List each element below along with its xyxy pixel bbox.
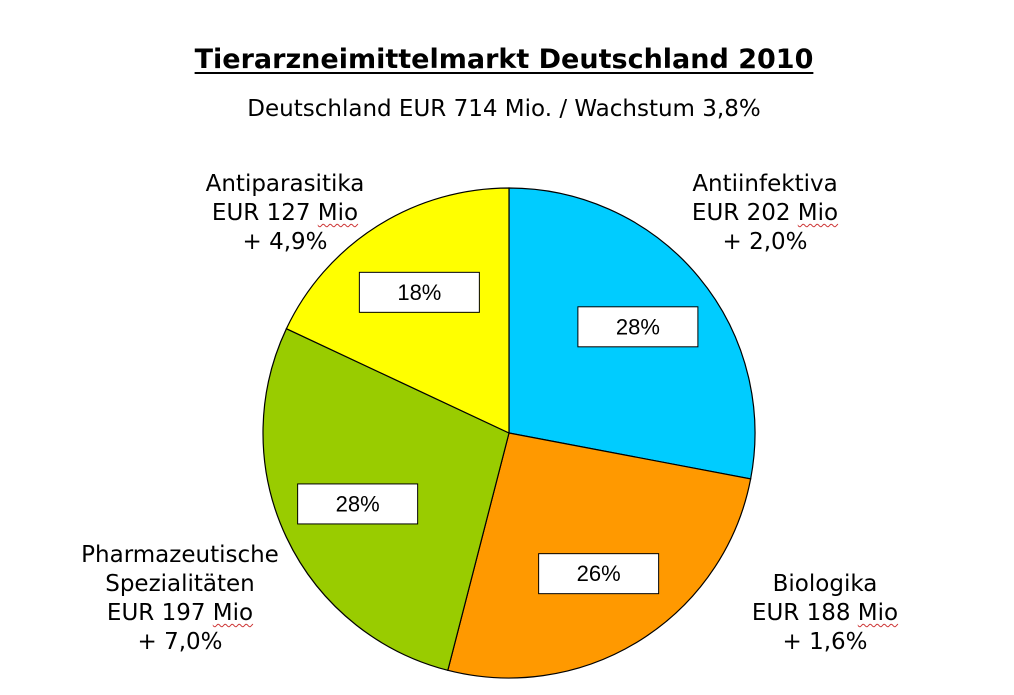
label-antiinfektiva-unit: Mio [797, 200, 839, 226]
label-antiinfektiva-growth: + 2,0% [722, 229, 808, 255]
label-biologika-unit: Mio [857, 600, 899, 626]
percent-box-antiparasitika [358, 271, 480, 313]
percent-box-biologika [538, 553, 660, 595]
label-antiparasitika-value: EUR 127 [211, 200, 311, 226]
label-antiparasitika-name: Antiparasitika [205, 171, 365, 197]
label-pharma-name-line2: Spezialitäten [105, 571, 255, 597]
label-biologika-name: Biologika [772, 571, 878, 597]
label-antiinfektiva-value: EUR 202 [691, 200, 791, 226]
label-antiinfektiva-name: Antiinfektiva [692, 171, 838, 197]
label-pharmazeutische-spezialitaeten: Pharmazeutische Spezialitäten EUR 197 Mi… [40, 541, 320, 657]
percent-box-antiinfektiva [577, 306, 699, 348]
label-antiparasitika-growth: + 4,9% [242, 229, 328, 255]
label-antiparasitika-unit: Mio [317, 200, 359, 226]
label-biologika-growth: + 1,6% [782, 629, 868, 655]
percent-label-biologika: 26% [577, 561, 621, 586]
label-antiparasitika: Antiparasitika EUR 127 Mio + 4,9% [160, 170, 410, 257]
label-pharma-name-line1: Pharmazeutische [81, 542, 279, 568]
label-biologika-value: EUR 188 [751, 600, 851, 626]
label-pharma-unit: Mio [212, 600, 254, 626]
label-biologika: Biologika EUR 188 Mio + 1,6% [700, 570, 950, 657]
chart-subtitle: Deutschland EUR 714 Mio. / Wachstum 3,8% [247, 96, 761, 122]
chart-title: Tierarzneimittelmarkt Deutschland 2010 [194, 44, 814, 75]
percent-box-pharmazeutische-spezialitaeten [297, 483, 419, 525]
label-antiinfektiva: Antiinfektiva EUR 202 Mio + 2,0% [640, 170, 890, 257]
percent-label-pharmazeutische-spezialitaeten: 28% [336, 491, 380, 516]
percent-label-antiparasitika: 18% [397, 280, 441, 305]
label-pharma-growth: + 7,0% [137, 629, 223, 655]
percent-label-antiinfektiva: 28% [616, 314, 660, 339]
label-pharma-value: EUR 197 [106, 600, 206, 626]
